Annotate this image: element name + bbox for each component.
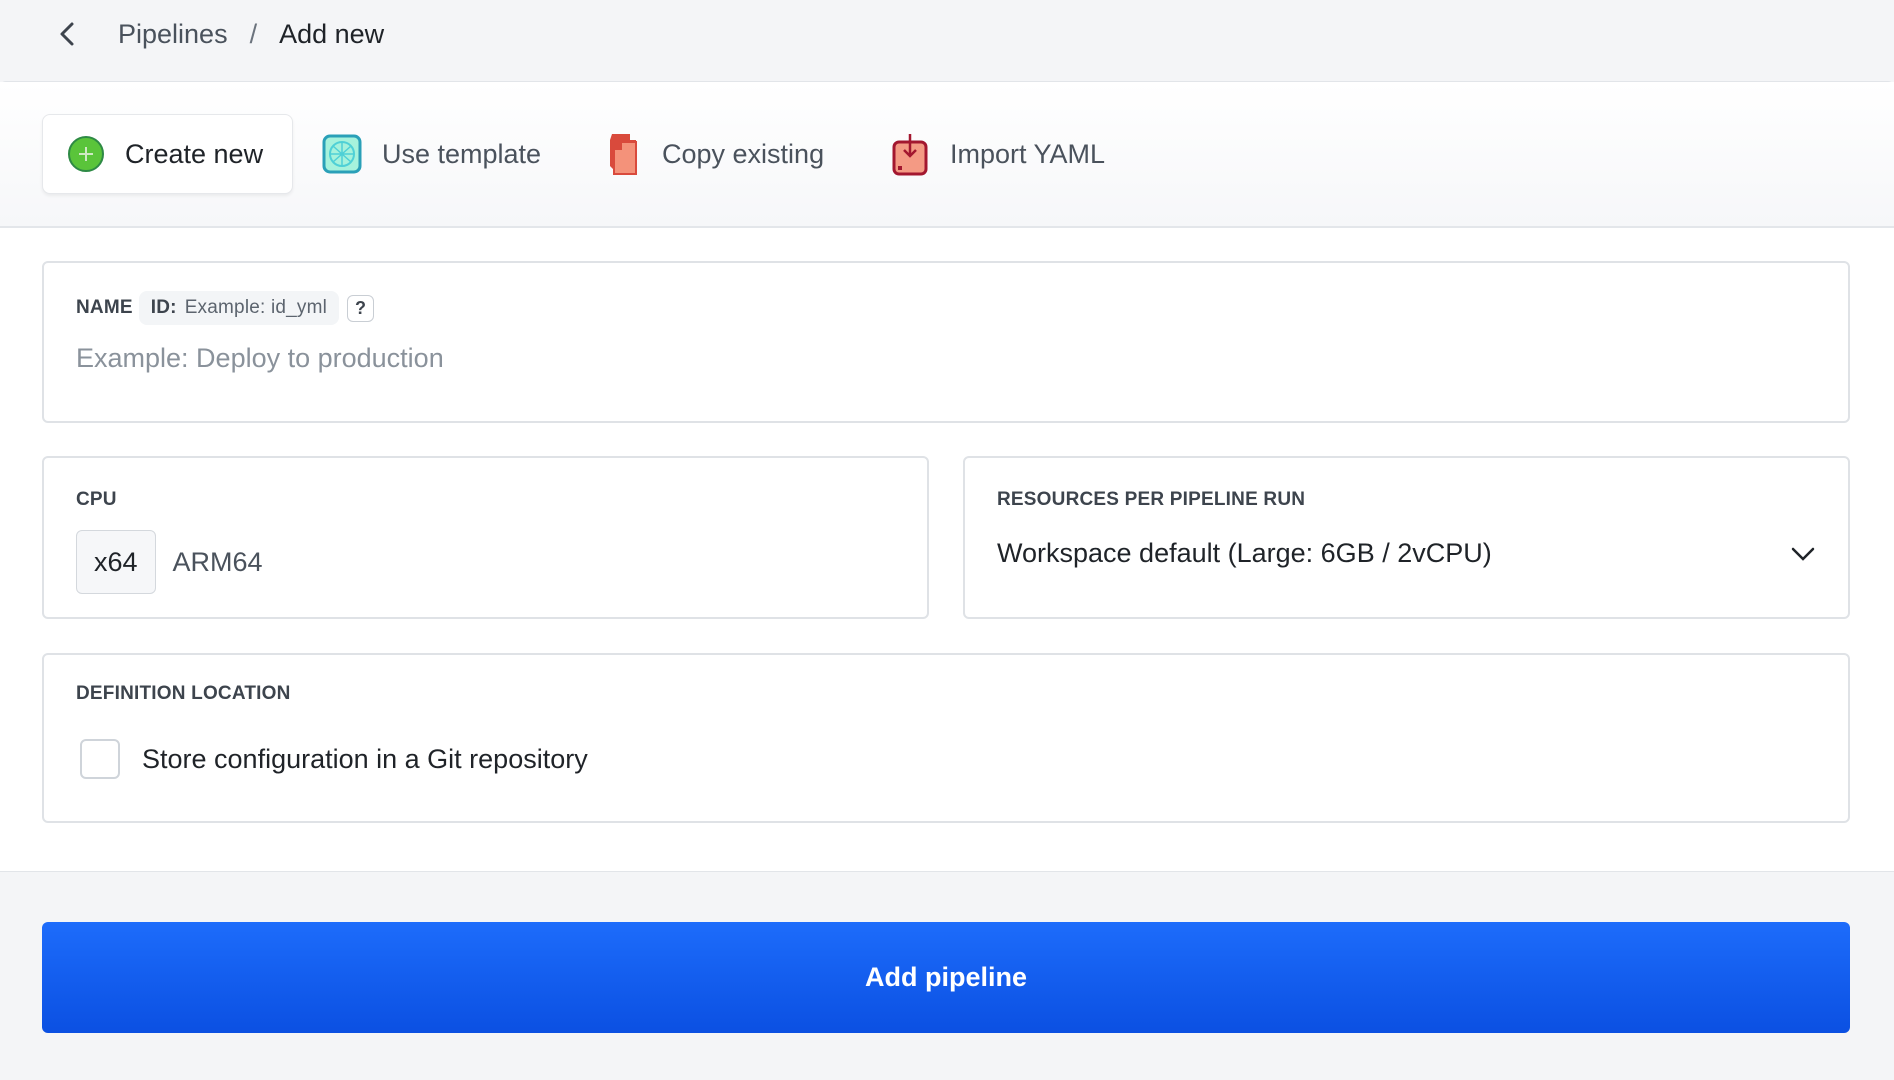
back-button[interactable] [50, 17, 84, 51]
resources-select[interactable]: Workspace default (Large: 6GB / 2vCPU) [997, 538, 1816, 569]
resources-card: RESOURCES PER PIPELINE RUN Workspace def… [963, 456, 1850, 619]
creation-mode-tabs: Create new Use template Copy existing Im… [0, 82, 1894, 228]
chevron-down-icon [1791, 547, 1815, 561]
breadcrumb-pipelines[interactable]: Pipelines [118, 18, 228, 49]
resources-label: RESOURCES PER PIPELINE RUN [997, 489, 1306, 510]
template-icon [322, 134, 362, 174]
name-card: NAME ID: Example: id_yml ? [42, 261, 1850, 423]
import-icon [892, 134, 928, 176]
definition-label: DEFINITION LOCATION [76, 683, 291, 704]
chevron-left-icon [60, 22, 74, 46]
add-pipeline-button[interactable]: Add pipeline [42, 922, 1850, 1033]
plus-circle-icon [68, 136, 104, 172]
id-field[interactable]: ID: Example: id_yml [138, 291, 340, 325]
cpu-label: CPU [76, 489, 117, 510]
breadcrumb-separator: / [249, 18, 258, 49]
definition-card: DEFINITION LOCATION Store configuration … [42, 653, 1850, 823]
name-label: NAME [76, 297, 133, 318]
id-help-button[interactable]: ? [347, 294, 375, 322]
cpu-card: CPU x64 ARM64 [42, 456, 929, 619]
copy-icon [610, 134, 637, 175]
breadcrumb-current: Add new [279, 18, 385, 49]
cpu-option-x64[interactable]: x64 [76, 530, 156, 594]
breadcrumb: Pipelines / Add new [50, 14, 384, 54]
tab-copy-existing[interactable]: Copy existing [580, 114, 848, 194]
tab-use-template[interactable]: Use template [298, 114, 565, 194]
cpu-selector: x64 ARM64 [76, 530, 280, 594]
git-repo-checkbox[interactable]: Store configuration in a Git repository [80, 739, 588, 779]
tab-import-yaml[interactable]: Import YAML [866, 114, 1129, 194]
checkbox[interactable] [80, 739, 120, 779]
name-input[interactable] [76, 343, 1776, 374]
tab-create-new[interactable]: Create new [42, 114, 293, 194]
cpu-option-arm64[interactable]: ARM64 [172, 546, 263, 577]
